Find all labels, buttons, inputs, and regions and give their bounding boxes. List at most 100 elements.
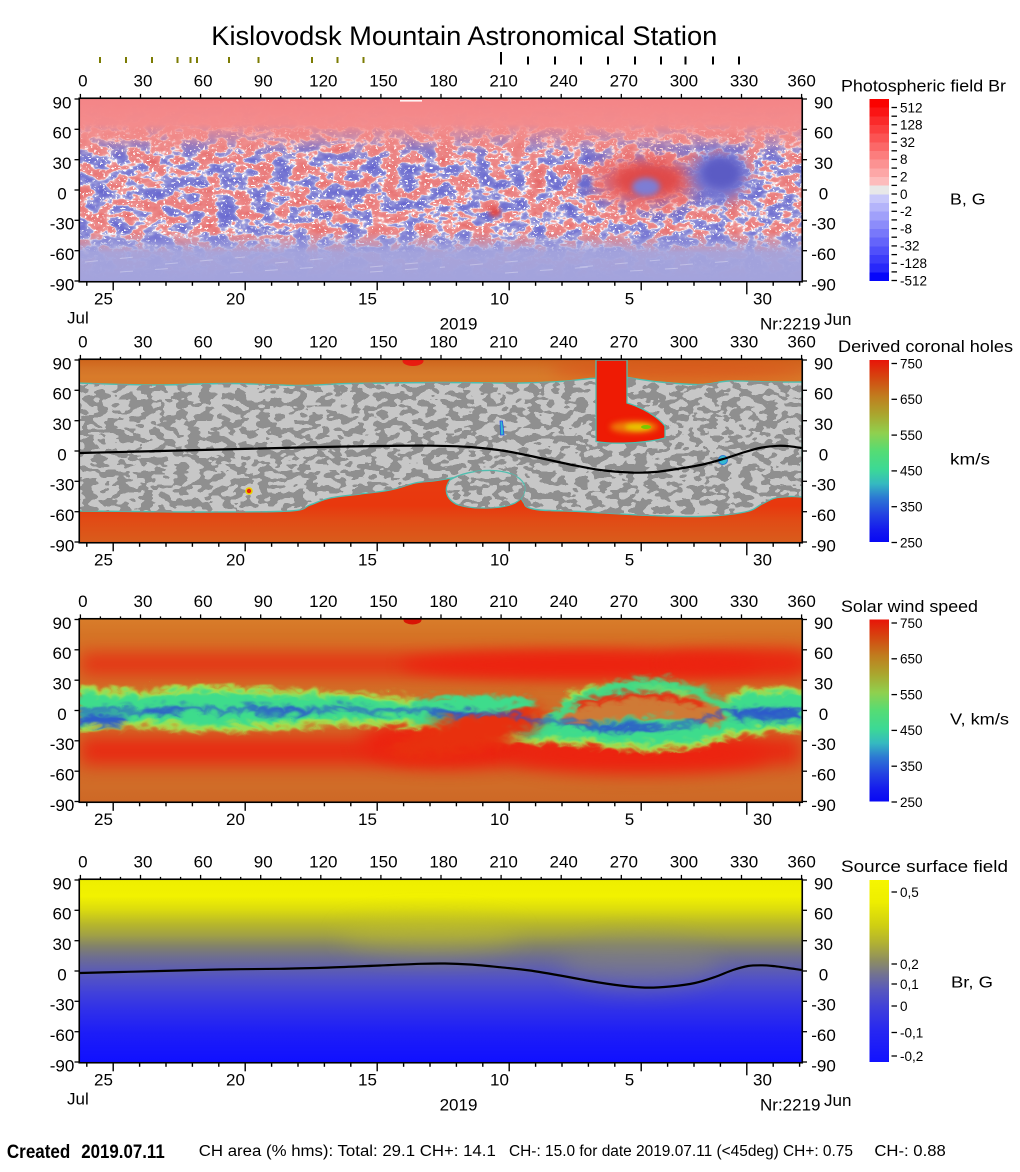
svg-text:30: 30: [814, 415, 833, 434]
svg-text:240: 240: [550, 332, 578, 351]
svg-text:Nr:2219: Nr:2219: [760, 315, 820, 334]
svg-text:550: 550: [900, 428, 923, 443]
svg-text:-30: -30: [811, 735, 836, 754]
svg-text:-60: -60: [50, 245, 75, 264]
svg-text:10: 10: [490, 1071, 509, 1090]
svg-text:330: 330: [730, 71, 758, 90]
svg-text:20: 20: [226, 810, 245, 829]
svg-text:Jun: Jun: [824, 310, 851, 329]
svg-text:90: 90: [254, 592, 273, 611]
svg-text:-0,1: -0,1: [900, 1025, 923, 1040]
svg-text:150: 150: [369, 332, 397, 351]
svg-text:0,1: 0,1: [900, 977, 919, 992]
svg-text:2019: 2019: [440, 1096, 478, 1115]
svg-text:30: 30: [814, 675, 833, 694]
svg-text:750: 750: [900, 616, 923, 631]
svg-text:30: 30: [53, 154, 72, 173]
svg-text:0: 0: [57, 705, 66, 724]
svg-text:CH-: 0.88: CH-: 0.88: [874, 1143, 945, 1160]
svg-text:30: 30: [53, 415, 72, 434]
svg-text:30: 30: [814, 935, 833, 954]
svg-text:0: 0: [819, 184, 828, 203]
svg-text:360: 360: [787, 71, 815, 90]
svg-text:512: 512: [900, 100, 923, 115]
svg-text:30: 30: [134, 332, 153, 351]
svg-text:360: 360: [787, 852, 815, 871]
svg-text:25: 25: [94, 551, 113, 570]
svg-text:-90: -90: [811, 796, 836, 815]
svg-text:120: 120: [309, 332, 337, 351]
svg-text:0: 0: [57, 445, 66, 464]
svg-text:250: 250: [900, 535, 923, 550]
svg-text:180: 180: [429, 592, 457, 611]
svg-text:60: 60: [53, 124, 72, 143]
svg-text:150: 150: [369, 592, 397, 611]
svg-text:128: 128: [900, 118, 923, 133]
svg-text:210: 210: [489, 852, 517, 871]
svg-text:250: 250: [900, 795, 923, 810]
svg-text:350: 350: [900, 500, 923, 515]
svg-text:15: 15: [358, 810, 377, 829]
svg-text:15: 15: [358, 1071, 377, 1090]
svg-text:Jun: Jun: [824, 1091, 851, 1110]
svg-text:-90: -90: [50, 275, 75, 294]
svg-text:30: 30: [134, 592, 153, 611]
svg-text:60: 60: [194, 592, 213, 611]
svg-text:30: 30: [753, 290, 772, 309]
svg-text:-60: -60: [50, 506, 75, 525]
svg-text:-512: -512: [900, 273, 927, 288]
svg-text:Source surface field: Source surface field: [841, 857, 1008, 876]
svg-text:270: 270: [610, 332, 638, 351]
svg-text:90: 90: [254, 852, 273, 871]
svg-text:32: 32: [900, 135, 915, 150]
svg-text:60: 60: [814, 905, 833, 924]
svg-text:-90: -90: [811, 275, 836, 294]
svg-text:-30: -30: [811, 476, 836, 495]
svg-text:90: 90: [814, 614, 833, 633]
svg-text:CH area (% hms): Total: 29.1 C: CH area (% hms): Total: 29.1 CH+: 14.1: [199, 1143, 496, 1160]
svg-text:750: 750: [900, 356, 923, 371]
svg-text:30: 30: [753, 810, 772, 829]
svg-text:210: 210: [489, 592, 517, 611]
svg-text:60: 60: [194, 71, 213, 90]
svg-text:60: 60: [53, 644, 72, 663]
svg-text:90: 90: [53, 874, 72, 893]
svg-text:60: 60: [814, 124, 833, 143]
svg-text:0: 0: [819, 965, 828, 984]
svg-text:330: 330: [730, 592, 758, 611]
svg-text:60: 60: [53, 905, 72, 924]
svg-text:270: 270: [610, 592, 638, 611]
svg-text:0: 0: [819, 445, 828, 464]
svg-text:-60: -60: [811, 506, 836, 525]
svg-text:60: 60: [194, 332, 213, 351]
svg-text:-90: -90: [811, 536, 836, 555]
svg-text:0: 0: [78, 71, 87, 90]
svg-text:180: 180: [429, 71, 457, 90]
svg-text:-30: -30: [50, 735, 75, 754]
svg-text:240: 240: [550, 592, 578, 611]
svg-text:-90: -90: [50, 796, 75, 815]
svg-text:270: 270: [610, 71, 638, 90]
svg-text:-0,2: -0,2: [900, 1049, 923, 1064]
svg-text:0: 0: [78, 332, 87, 351]
svg-text:Kislovodsk Mountain Astronomic: Kislovodsk Mountain Astronomical Station: [211, 21, 717, 51]
svg-text:2: 2: [900, 170, 908, 185]
svg-text:120: 120: [309, 71, 337, 90]
svg-text:350: 350: [900, 759, 923, 774]
svg-text:30: 30: [814, 154, 833, 173]
svg-text:Br, G: Br, G: [951, 975, 993, 992]
svg-text:10: 10: [490, 810, 509, 829]
svg-text:-60: -60: [811, 766, 836, 785]
svg-text:5: 5: [625, 1071, 634, 1090]
svg-text:-30: -30: [50, 996, 75, 1015]
svg-text:0,5: 0,5: [900, 885, 919, 900]
svg-text:180: 180: [429, 852, 457, 871]
svg-text:30: 30: [134, 71, 153, 90]
svg-text:-90: -90: [811, 1056, 836, 1075]
svg-text:10: 10: [490, 290, 509, 309]
svg-text:360: 360: [787, 592, 815, 611]
svg-text:0: 0: [57, 184, 66, 203]
svg-text:Jul: Jul: [67, 1090, 89, 1109]
svg-text:300: 300: [670, 332, 698, 351]
svg-text:0: 0: [78, 592, 87, 611]
